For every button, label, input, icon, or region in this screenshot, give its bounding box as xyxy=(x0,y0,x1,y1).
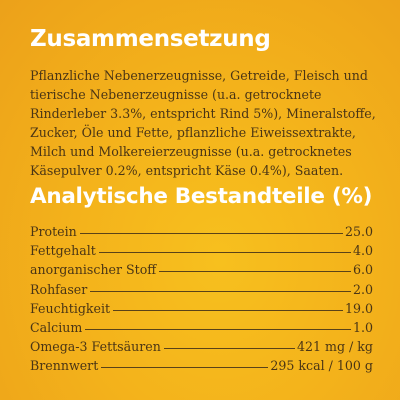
analysis-value: 1.0 xyxy=(352,319,373,335)
analysis-row-fettgehalt: Fettgehalt 4.0 xyxy=(30,243,373,262)
leader-line xyxy=(90,290,351,292)
analysis-row-calcium: Calcium 1.0 xyxy=(30,320,373,339)
analysis-label: Brennwert xyxy=(30,358,99,374)
analysis-row-rohfaser: Rohfaser 2.0 xyxy=(30,282,373,301)
analysis-label: anorganischer Stoff xyxy=(30,262,157,278)
analysis-label: Fettgehalt xyxy=(30,243,96,259)
leader-line xyxy=(79,233,343,234)
analysis-row-anorganischer-stoff: anorganischer Stoff 6.0 xyxy=(30,262,373,281)
leader-line xyxy=(113,309,343,311)
composition-text: Pflanzliche Nebenerzeugnisse, Getreide, … xyxy=(30,68,376,178)
analysis-heading: Analytische Bestandteile (%) xyxy=(30,184,373,209)
analysis-value: 2.0 xyxy=(352,281,373,297)
analysis-value: 19.0 xyxy=(344,300,373,316)
analysis-row-protein: Protein 25.0 xyxy=(30,224,373,243)
analysis-label: Protein xyxy=(30,224,77,239)
analysis-label: Calcium xyxy=(30,319,83,335)
composition-heading: Zusammensetzung xyxy=(30,26,271,52)
analysis-value: 421 mg / kg xyxy=(297,339,373,355)
analysis-row-feuchtigkeit: Feuchtigkeit 19.0 xyxy=(30,301,373,320)
analysis-table: Protein 25.0 Fettgehalt 4.0 anorganische… xyxy=(30,224,373,378)
leader-line xyxy=(163,348,295,350)
analysis-value: 6.0 xyxy=(352,262,373,278)
leader-line xyxy=(101,367,269,369)
analysis-value: 4.0 xyxy=(352,243,373,259)
analysis-row-brennwert: Brennwert 295 kcal / 100 g xyxy=(30,358,373,377)
leader-line xyxy=(85,328,351,330)
analysis-value: 295 kcal / 100 g xyxy=(270,358,373,374)
analysis-label: Rohfaser xyxy=(30,281,88,297)
analysis-label: Omega-3 Fettsäuren xyxy=(30,339,161,355)
analysis-label: Feuchtigkeit xyxy=(30,300,111,316)
leader-line xyxy=(98,252,351,254)
leader-line xyxy=(159,271,351,273)
analysis-value: 25.0 xyxy=(344,224,373,239)
analysis-row-omega-3: Omega-3 Fettsäuren 421 mg / kg xyxy=(30,339,373,358)
